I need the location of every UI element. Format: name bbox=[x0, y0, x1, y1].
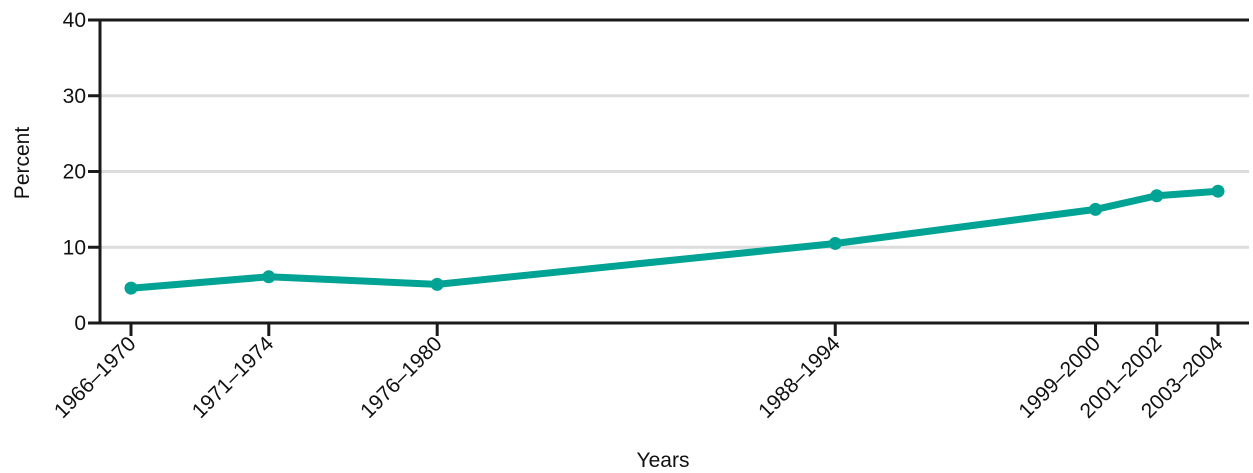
y-tick-label: 10 bbox=[63, 236, 86, 259]
data-point bbox=[1089, 202, 1103, 216]
data-point bbox=[124, 281, 138, 295]
y-tick-label: 30 bbox=[63, 85, 86, 108]
data-point bbox=[430, 277, 444, 291]
data-point bbox=[262, 270, 276, 284]
series-line bbox=[127, 187, 1222, 292]
x-axis-title: Years bbox=[637, 449, 690, 472]
x-tick-label: 1966–1970 bbox=[50, 332, 141, 423]
data-point bbox=[1150, 189, 1164, 203]
data-series bbox=[124, 184, 1225, 295]
data-point bbox=[828, 236, 842, 250]
x-tick-label: 1971–1974 bbox=[188, 332, 279, 423]
y-tick-label: 0 bbox=[74, 312, 86, 335]
x-ticks: 1966–1970 1971–1974 1976–1980 1988–1994 1999… bbox=[50, 323, 1228, 423]
gridlines bbox=[100, 94, 1249, 249]
y-ticks: 0 10 20 30 40 bbox=[63, 9, 100, 335]
x-tick-label: 1988–1994 bbox=[754, 332, 845, 423]
y-tick-label: 40 bbox=[63, 9, 86, 32]
x-tick-label: 1976–1980 bbox=[356, 332, 447, 423]
y-tick-label: 20 bbox=[63, 161, 86, 184]
data-point bbox=[1211, 184, 1225, 198]
y-axis-title: Percent bbox=[11, 127, 34, 200]
